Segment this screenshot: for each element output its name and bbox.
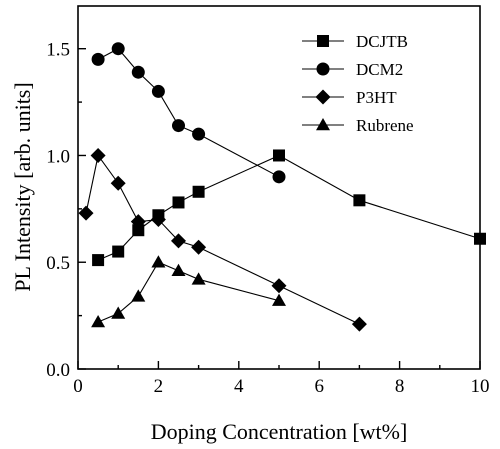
data-point-rubrene: [272, 293, 286, 306]
data-point-rubrene: [171, 263, 186, 277]
data-point-p3ht: [90, 147, 106, 163]
series-line-rubrene: [97, 261, 280, 323]
x-tick-label: 10: [471, 376, 490, 397]
legend: DCJTB DCM2 P3HT Rubrene: [302, 32, 414, 135]
legend-label-dcm2: DCM2: [356, 60, 403, 79]
data-point-dcjtb: [172, 196, 185, 209]
data-point-dcjtb: [92, 254, 105, 267]
series-layer: [78, 42, 486, 332]
data-point-p3ht: [271, 278, 287, 294]
y-tick-label: 0.5: [46, 253, 70, 274]
legend-label-rubrene: Rubrene: [356, 116, 414, 135]
series-dcjtb: [92, 149, 486, 267]
ticks-layer: 0 2 4 6 8 10 0.0 0.5 1.0 1.5: [46, 40, 489, 397]
legend-marker-p3ht: [315, 89, 331, 105]
data-point-dcm2: [111, 42, 125, 56]
legend-label-dcjtb: DCJTB: [356, 32, 408, 51]
legend-label-p3ht: P3HT: [356, 88, 397, 107]
legend-marker-rubrene: [316, 118, 330, 131]
data-point-rubrene: [91, 315, 106, 328]
data-point-rubrene: [191, 272, 206, 285]
data-point-dcm2: [172, 119, 185, 133]
x-tick-label: 0: [73, 376, 83, 397]
series-dcm2: [91, 42, 286, 184]
legend-item-dcjtb: DCJTB: [302, 32, 408, 51]
data-point-dcm2: [151, 84, 165, 98]
data-point-dcm2: [91, 52, 105, 66]
data-point-dcjtb: [192, 185, 205, 198]
data-point-dcm2: [192, 127, 206, 141]
data-point-rubrene: [131, 289, 146, 302]
x-tick-label: 2: [154, 376, 164, 397]
legend-item-p3ht: P3HT: [302, 88, 397, 107]
data-point-p3ht: [351, 316, 367, 332]
x-tick-label: 8: [395, 376, 405, 397]
data-point-p3ht: [130, 214, 146, 230]
data-point-rubrene: [151, 255, 166, 268]
legend-item-dcm2: DCM2: [302, 60, 403, 79]
y-tick-label: 1.0: [46, 146, 70, 167]
series-line-dcjtb: [97, 154, 481, 261]
x-tick-label: 6: [314, 376, 324, 397]
x-tick-label: 4: [234, 376, 244, 397]
data-point-dcjtb: [112, 245, 125, 258]
legend-marker-dcm2: [316, 62, 330, 76]
legend-item-rubrene: Rubrene: [302, 116, 414, 135]
legend-marker-dcjtb: [317, 35, 329, 47]
y-axis-label: PL Intensity [arb. units]: [10, 82, 35, 291]
data-point-rubrene: [111, 306, 126, 319]
data-point-p3ht: [150, 212, 166, 228]
plot-frame: [77, 5, 481, 370]
series-rubrene: [91, 255, 286, 328]
data-point-p3ht: [171, 233, 186, 249]
data-point-dcjtb: [273, 149, 285, 162]
x-axis-label: Doping Concentration [wt%]: [151, 419, 408, 444]
data-point-p3ht: [78, 205, 94, 221]
data-point-p3ht: [110, 175, 126, 191]
series-line-dcm2: [97, 48, 280, 178]
y-tick-label: 0.0: [46, 360, 70, 381]
series-p3ht: [78, 147, 367, 332]
data-point-p3ht: [191, 239, 207, 255]
data-point-dcjtb: [132, 224, 145, 237]
data-point-dcjtb: [353, 194, 366, 207]
data-point-dcm2: [131, 65, 145, 79]
y-tick-label: 1.5: [46, 40, 70, 61]
data-point-dcm2: [272, 170, 286, 184]
